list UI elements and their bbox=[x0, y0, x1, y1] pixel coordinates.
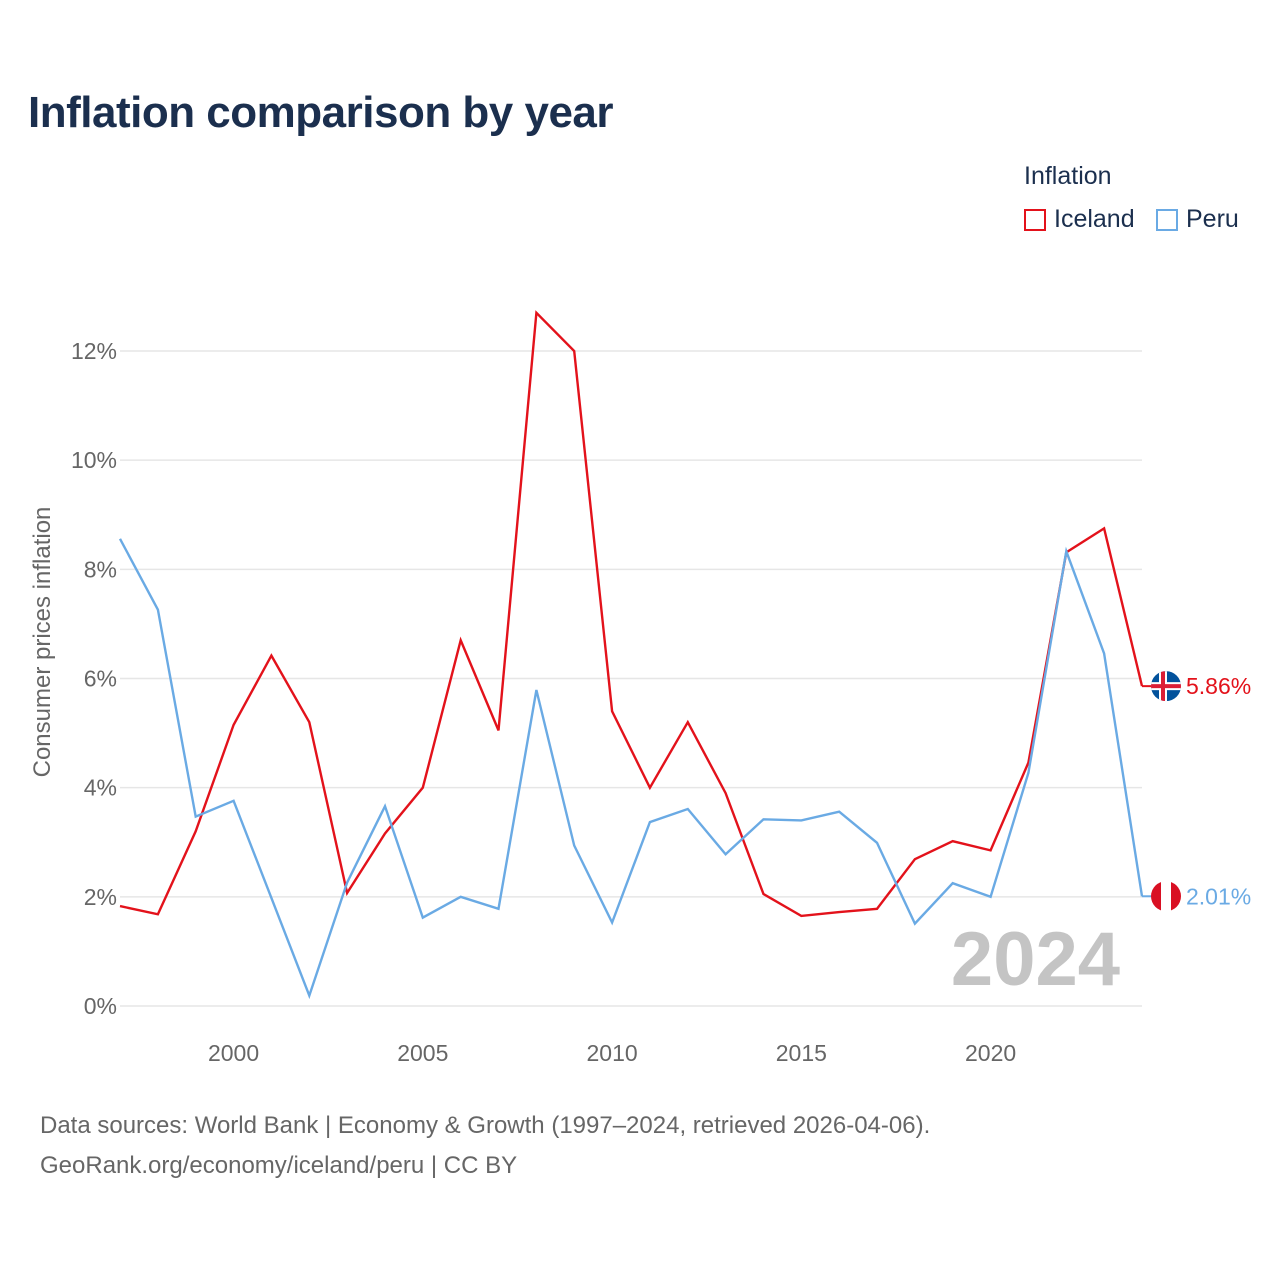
point-peru-2009 bbox=[571, 843, 577, 849]
point-iceland-2016 bbox=[836, 909, 842, 915]
series-line-peru bbox=[118, 538, 1144, 1000]
source-line-2: GeoRank.org/economy/iceland/peru | CC BY bbox=[40, 1152, 518, 1179]
point-iceland-2012 bbox=[685, 719, 691, 725]
point-peru-2021 bbox=[1025, 770, 1031, 776]
y-tick-label-2: 2% bbox=[84, 884, 117, 910]
point-peru-2000 bbox=[231, 798, 237, 804]
point-iceland-2013 bbox=[723, 790, 729, 796]
series-lines bbox=[117, 310, 1144, 1000]
point-peru-2017 bbox=[874, 840, 880, 846]
point-iceland-2023 bbox=[1101, 525, 1107, 531]
point-iceland-2020 bbox=[988, 847, 994, 853]
point-iceland-1999 bbox=[193, 828, 199, 834]
y-tick-label-8: 8% bbox=[84, 556, 117, 582]
grid bbox=[120, 350, 1142, 1007]
x-tick-label-2015: 2015 bbox=[776, 1040, 827, 1066]
series-line-iceland bbox=[119, 310, 1144, 918]
point-peru-2002 bbox=[306, 993, 312, 999]
point-iceland-2011 bbox=[647, 785, 653, 791]
point-peru-1999 bbox=[193, 814, 199, 820]
source-note: Data sources: World Bank | Economy & Gro… bbox=[40, 1106, 930, 1186]
point-peru-2023 bbox=[1101, 650, 1107, 656]
point-iceland-2009 bbox=[571, 348, 577, 354]
point-peru-2001 bbox=[268, 895, 274, 901]
legend-label-iceland: Iceland bbox=[1054, 205, 1135, 233]
y-axis-label: Consumer prices inflation bbox=[29, 507, 56, 778]
end-label-iceland: 5.86% bbox=[1186, 673, 1251, 699]
legend-item-peru[interactable]: Peru bbox=[1156, 205, 1239, 234]
point-peru-2022 bbox=[1063, 548, 1069, 554]
legend-swatch-iceland bbox=[1024, 208, 1046, 231]
y-axis-ticks: 0% 2% 4% 6% 8% 10% 12% bbox=[71, 338, 117, 1019]
point-peru-2016 bbox=[836, 809, 842, 815]
point-peru-2010 bbox=[609, 919, 615, 925]
line-chart: 0% 2% 4% 6% 8% 10% 12% 2000 2005 2010 2015 2020 Co… bbox=[29, 310, 1251, 1066]
point-peru-2007 bbox=[496, 906, 502, 912]
legend-item-iceland[interactable]: Iceland bbox=[1024, 205, 1135, 234]
y-tick-label-0: 0% bbox=[84, 993, 117, 1019]
point-iceland-2005 bbox=[420, 785, 426, 791]
point-peru-1998 bbox=[155, 607, 161, 613]
y-tick-label-12: 12% bbox=[71, 338, 117, 364]
point-iceland-2000 bbox=[231, 722, 237, 728]
peru-flag-icon bbox=[1151, 881, 1181, 912]
point-iceland-2006 bbox=[458, 637, 464, 643]
point-peru-2005 bbox=[420, 915, 426, 921]
end-label-peru: 2.01% bbox=[1186, 883, 1251, 909]
point-iceland-2004 bbox=[382, 831, 388, 837]
y-tick-label-10: 10% bbox=[71, 447, 117, 473]
point-iceland-2002 bbox=[306, 719, 312, 725]
point-peru-2014 bbox=[760, 816, 766, 822]
point-iceland-2008 bbox=[533, 310, 539, 316]
x-tick-label-2005: 2005 bbox=[397, 1040, 448, 1066]
x-axis-ticks: 2000 2005 2010 2015 2020 bbox=[208, 1040, 1016, 1066]
legend-label-peru: Peru bbox=[1186, 205, 1239, 233]
point-iceland-2010 bbox=[609, 708, 615, 714]
point-iceland-2014 bbox=[760, 891, 766, 897]
point-peru-1997 bbox=[117, 536, 123, 542]
point-peru-2012 bbox=[685, 806, 691, 812]
point-iceland-2017 bbox=[874, 906, 880, 912]
y-tick-label-4: 4% bbox=[84, 775, 117, 801]
point-peru-2015 bbox=[798, 817, 804, 823]
y-tick-label-6: 6% bbox=[84, 666, 117, 692]
point-iceland-2007 bbox=[496, 727, 502, 733]
x-tick-label-2010: 2010 bbox=[586, 1040, 637, 1066]
x-tick-label-2000: 2000 bbox=[208, 1040, 259, 1066]
point-peru-2004 bbox=[382, 803, 388, 809]
point-peru-2008 bbox=[533, 687, 539, 693]
point-iceland-2015 bbox=[798, 913, 804, 919]
point-peru-2011 bbox=[647, 819, 653, 825]
chart-title: Inflation comparison by year bbox=[28, 88, 614, 137]
point-iceland-2001 bbox=[268, 653, 274, 659]
point-peru-2020 bbox=[988, 894, 994, 900]
legend-title: Inflation bbox=[1024, 162, 1112, 190]
point-peru-2018 bbox=[912, 921, 918, 927]
point-iceland-1997 bbox=[117, 903, 123, 909]
source-line-1: Data sources: World Bank | Economy & Gro… bbox=[40, 1112, 931, 1139]
point-iceland-2019 bbox=[950, 838, 956, 844]
x-tick-label-2020: 2020 bbox=[965, 1040, 1016, 1066]
point-peru-2013 bbox=[723, 851, 729, 857]
iceland-flag-icon bbox=[1151, 671, 1181, 702]
year-watermark: 2024 bbox=[951, 917, 1120, 1002]
end-markers: 5.86% 2.01% bbox=[1142, 671, 1251, 912]
point-peru-2006 bbox=[458, 894, 464, 900]
point-iceland-1998 bbox=[155, 911, 161, 917]
point-peru-2003 bbox=[344, 880, 350, 886]
point-peru-2019 bbox=[950, 880, 956, 886]
legend-swatch-peru bbox=[1156, 208, 1178, 231]
point-iceland-2018 bbox=[912, 856, 918, 862]
